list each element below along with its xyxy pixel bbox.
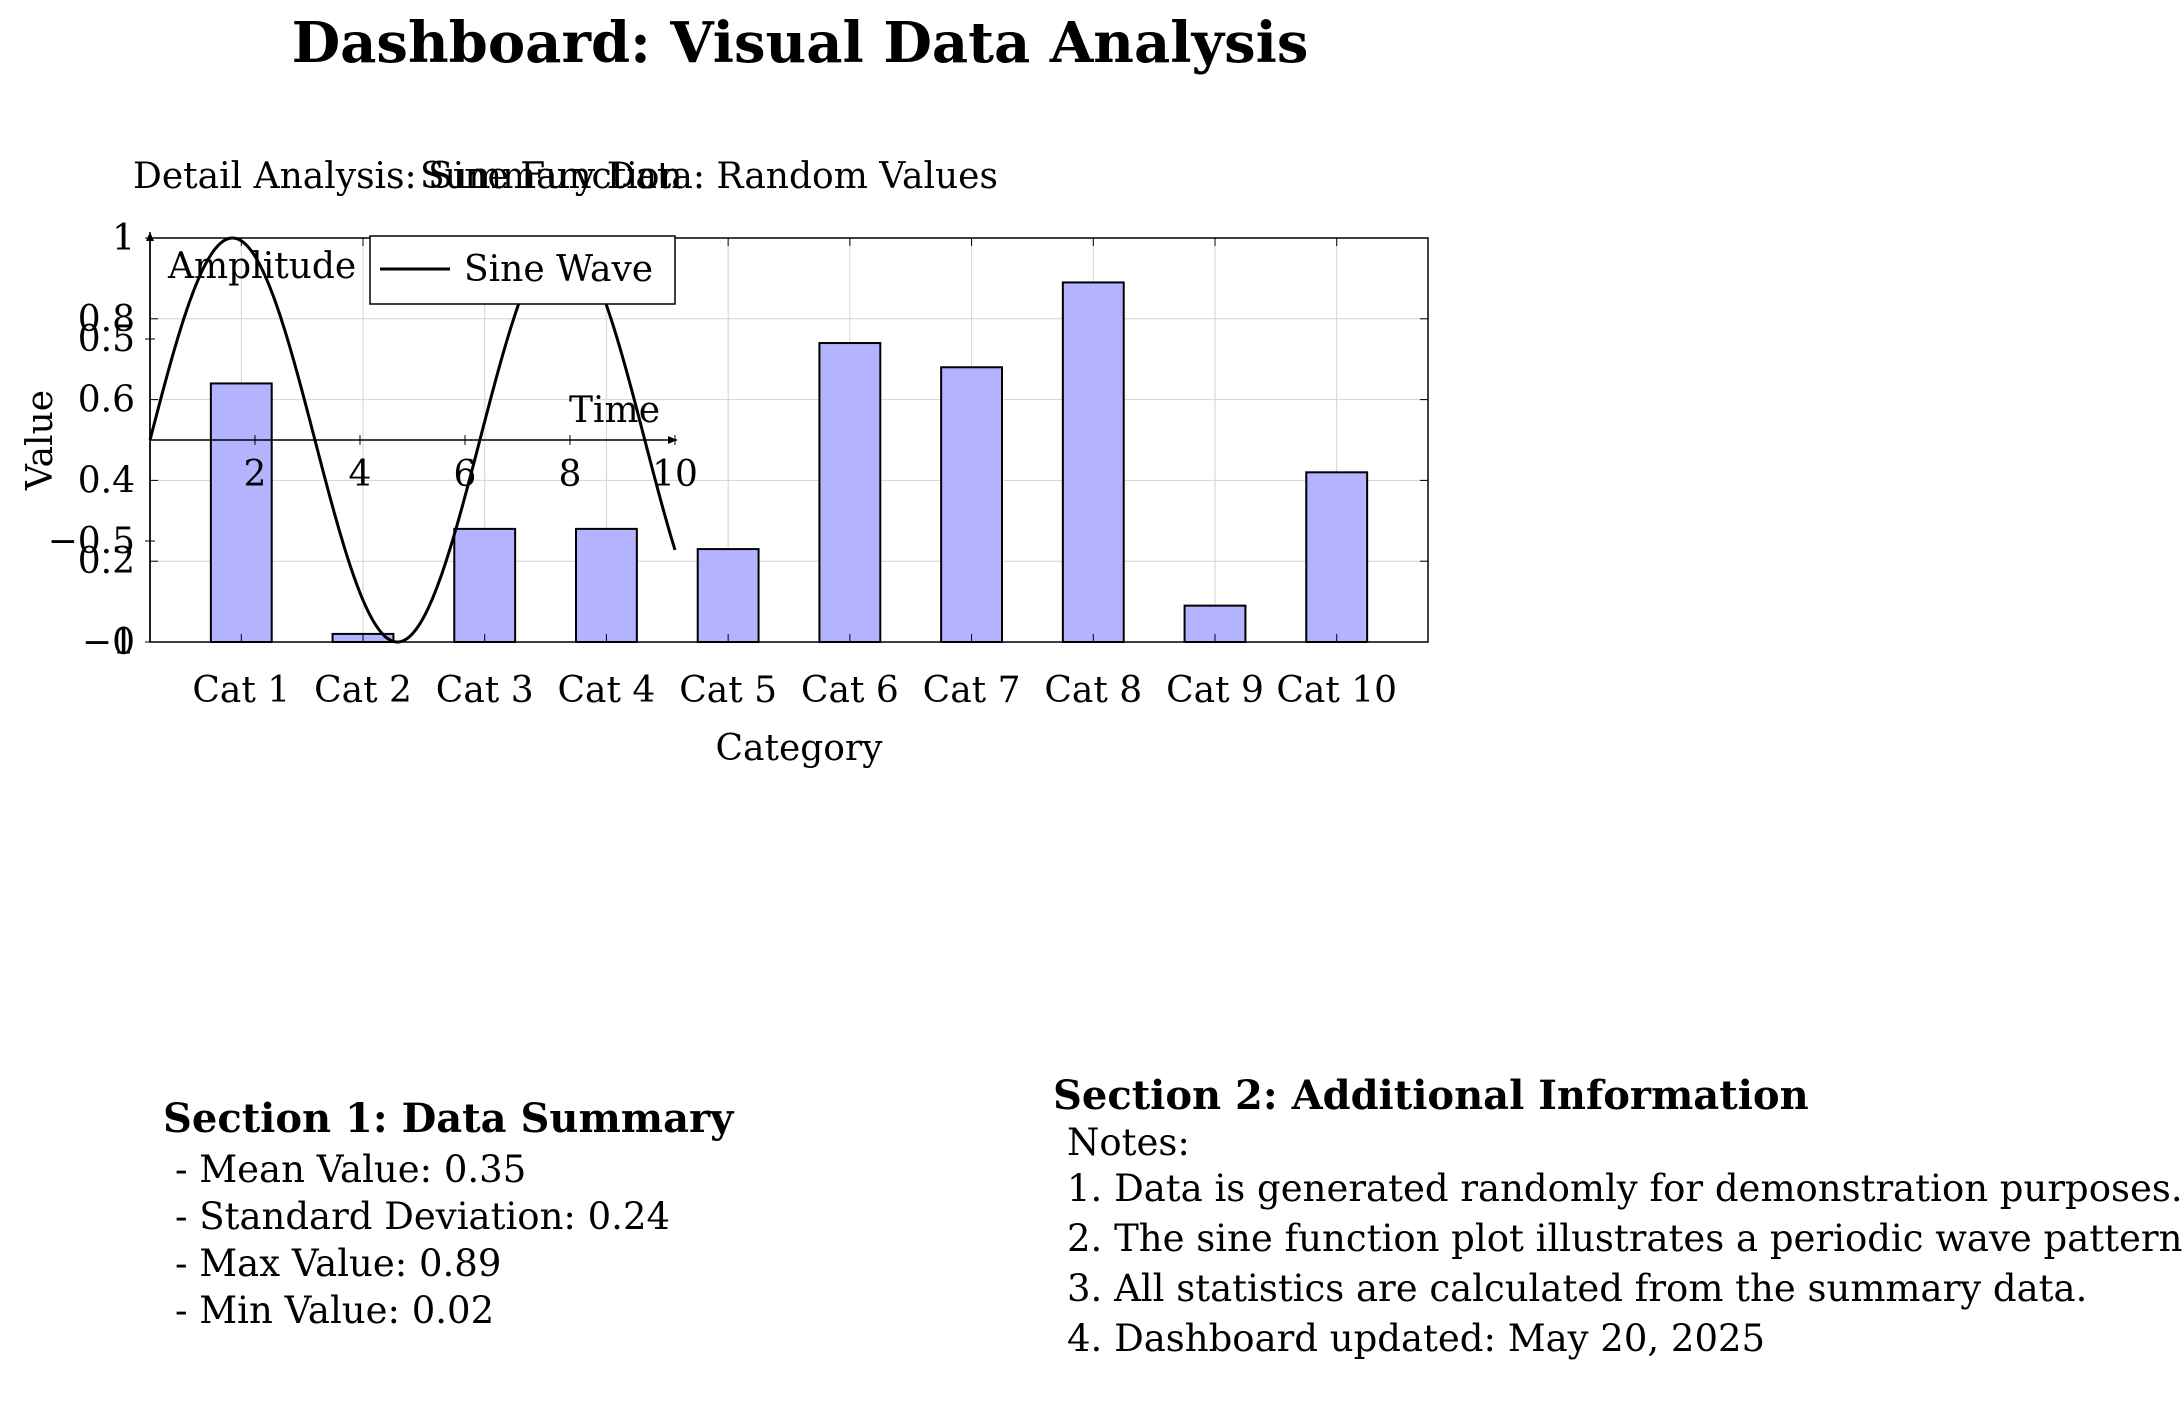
sine-y-tick-label: 0.5 [78, 319, 135, 360]
sine-chart-title: Detail Analysis: Sine Function [133, 156, 683, 197]
notes-list: 1. Data is generated randomly for demons… [1067, 1164, 2184, 1364]
sine-x-axis-arrow [668, 436, 677, 444]
sine-x-tick-label: 8 [559, 454, 582, 495]
section-2: Section 2: Additional Information Notes:… [1053, 1072, 2184, 1364]
x-tick-label: Cat 5 [679, 670, 777, 711]
note-item: 1. Data is generated randomly for demons… [1067, 1167, 2183, 1210]
x-tick-label: Cat 3 [436, 670, 534, 711]
y-tick-label: 0 [112, 622, 135, 663]
bar [696, 548, 760, 644]
x-tick-label: Cat 10 [1276, 670, 1397, 711]
x-axis-label: Category [715, 728, 883, 769]
bar [1305, 471, 1369, 643]
x-tick-label: Cat 9 [1166, 670, 1264, 711]
y-tick-label: 0.6 [78, 380, 135, 421]
bar [940, 366, 1004, 643]
sine-x-tick-label: 4 [349, 454, 372, 495]
section-1: Section 1: Data Summary - Mean Value: 0.… [163, 1095, 733, 1332]
stat-mean: - Mean Value: 0.35 [175, 1148, 527, 1191]
y-tick-label: 1 [112, 218, 135, 259]
note-item: 2. The sine function plot illustrates a … [1067, 1217, 2184, 1260]
bar [818, 342, 882, 643]
y-axis-label: Value [20, 390, 61, 491]
note-item: 3. All statistics are calculated from th… [1067, 1267, 2088, 1310]
bar [209, 382, 273, 643]
sine-x-tick-label: 6 [454, 454, 477, 495]
bar [575, 527, 638, 644]
bar-chart: Cat 1 Cat 2 Cat 3 Cat 4 Cat 5 Cat 6 Cat 7 Cat 8… [20, 156, 1429, 769]
notes-heading: Notes: [1067, 1121, 1190, 1164]
x-tick-label: Cat 4 [558, 670, 656, 711]
y-tick-label: 0.2 [78, 541, 135, 582]
page-title: Dashboard: Visual Data Analysis [291, 10, 1309, 76]
sine-legend-label: Sine Wave [464, 249, 653, 290]
sine-y-tick-label: −0.5 [48, 521, 135, 562]
section-1-title: Section 1: Data Summary [163, 1095, 734, 1142]
stat-min: - Min Value: 0.02 [175, 1289, 495, 1332]
sine-x-tick-label: 2 [244, 454, 267, 495]
y-tick-label: 0.4 [78, 460, 135, 501]
sine-y-tick-label: −1 [82, 622, 135, 663]
bar [453, 527, 517, 644]
sine-chart: 2 4 6 8 10 −1 −0.5 0.5 1 Amplitude Time Detail Anal… [48, 156, 698, 663]
x-tick-label: Cat 2 [314, 670, 412, 711]
bar-chart-title: Summary Data: Random Values [420, 156, 998, 197]
y-tick-label: 0.8 [78, 299, 135, 340]
x-tick-label: Cat 7 [923, 670, 1021, 711]
sine-x-tick-label: 10 [652, 454, 698, 495]
stat-max: - Max Value: 0.89 [175, 1242, 502, 1285]
sine-y-axis-label: Amplitude [167, 246, 356, 287]
bar [1061, 281, 1125, 643]
note-item: 4. Dashboard updated: May 20, 2025 [1067, 1317, 1766, 1360]
sine-y-tick-label: 1 [112, 218, 135, 259]
x-tick-label: Cat 1 [192, 670, 290, 711]
sine-x-axis-label: Time [569, 390, 660, 431]
x-tick-label: Cat 6 [801, 670, 899, 711]
section-2-title: Section 2: Additional Information [1053, 1072, 1809, 1119]
sine-y-axis-arrow [146, 232, 154, 241]
x-tick-label: Cat 8 [1044, 670, 1142, 711]
stat-std: - Standard Deviation: 0.24 [175, 1195, 671, 1238]
